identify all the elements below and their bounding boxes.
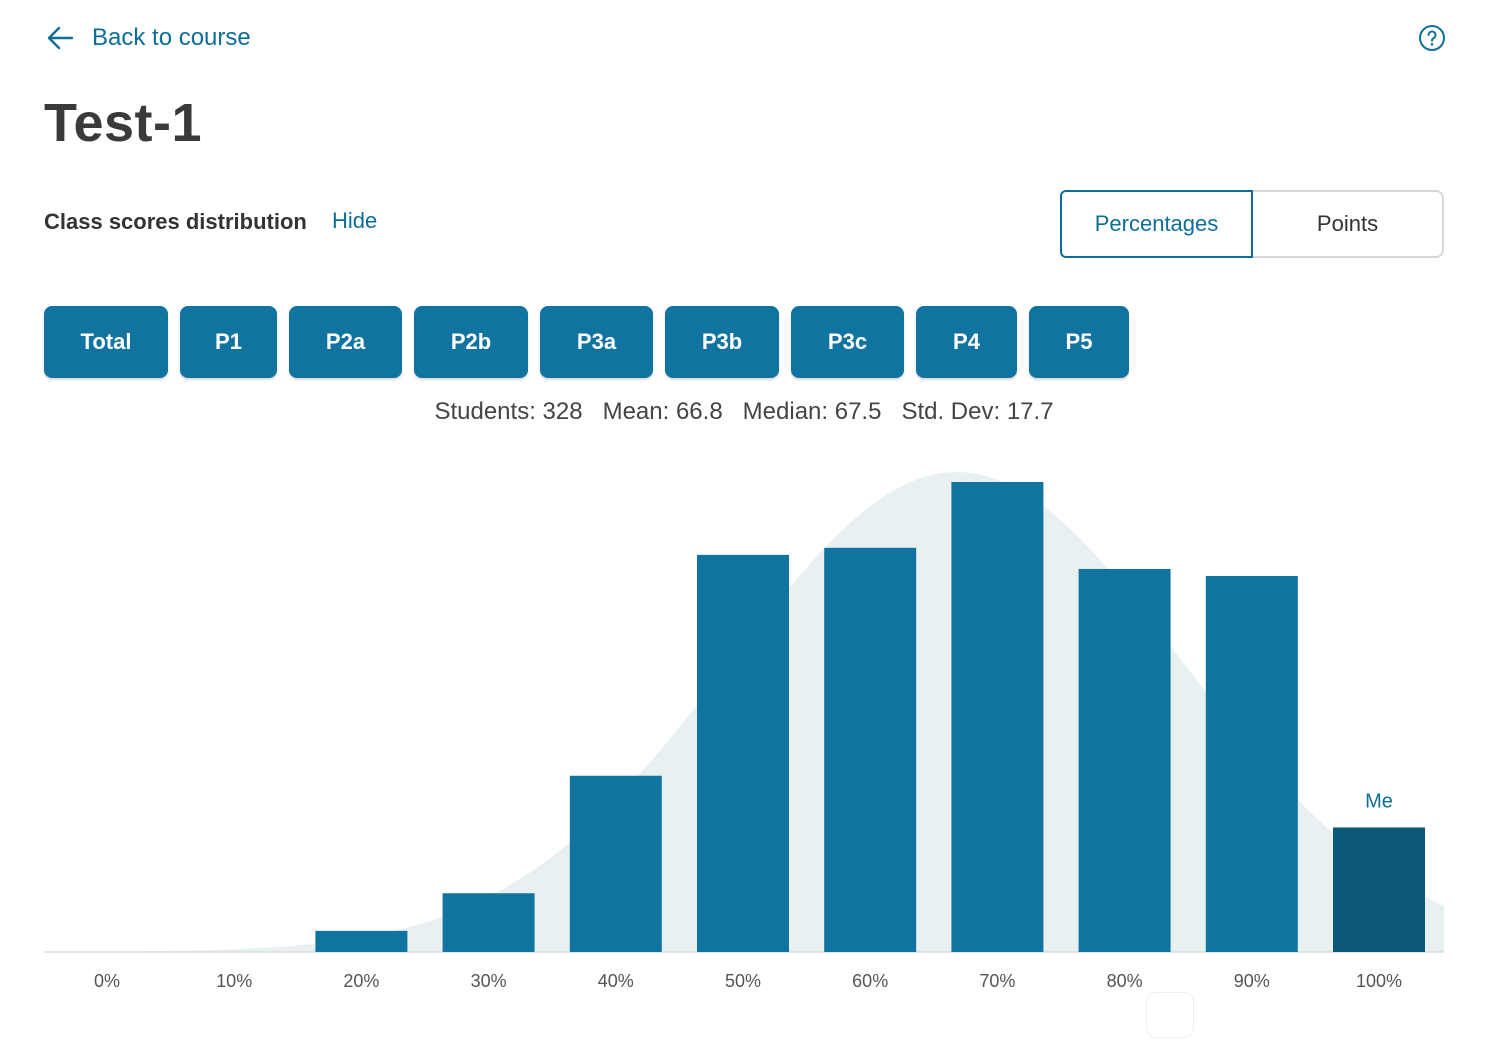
- arrow-left-icon: [47, 26, 74, 50]
- bar[interactable]: [951, 482, 1044, 952]
- bar[interactable]: [315, 930, 408, 952]
- mode-toggle: Percentages Points: [1060, 190, 1444, 258]
- hide-distribution-link[interactable]: Hide: [332, 208, 378, 233]
- stat-std-dev: Std. Dev: 17.7: [901, 398, 1054, 425]
- question-button-p2b[interactable]: P2b: [414, 306, 528, 378]
- page-title: Test-1: [44, 93, 203, 153]
- x-tick-label: 60%: [852, 971, 888, 991]
- bar-me[interactable]: [1333, 827, 1425, 952]
- help-icon[interactable]: [1418, 24, 1446, 52]
- x-tick-label: 0%: [94, 971, 120, 991]
- question-button-total[interactable]: Total: [44, 306, 168, 378]
- score-distribution-chart: 0% 10% 20% 30% 40% 50% 60% 70% 80% 90% Me 100%: [44, 472, 1444, 991]
- back-to-course-link[interactable]: Back to course: [46, 20, 251, 56]
- question-button-p3b[interactable]: P3b: [665, 306, 779, 378]
- bar[interactable]: [697, 554, 789, 952]
- x-tick-label: 100%: [1356, 971, 1402, 991]
- bar[interactable]: [569, 775, 662, 952]
- back-label: Back to course: [92, 24, 251, 51]
- stat-students: Students: 328: [434, 398, 583, 425]
- x-tick-label: 70%: [979, 971, 1015, 991]
- question-button-p3a[interactable]: P3a: [540, 306, 653, 378]
- watermark-icon: [1146, 992, 1194, 1038]
- bar[interactable]: [1205, 576, 1298, 952]
- x-tick-label: 10%: [216, 971, 252, 991]
- x-tick-label: 50%: [725, 971, 761, 991]
- me-label: Me: [1365, 790, 1393, 812]
- bar[interactable]: [1078, 568, 1171, 952]
- x-tick-label: 20%: [343, 971, 379, 991]
- score-stats: Students: 328 Mean: 66.8 Median: 67.5 Std. …: [0, 398, 1488, 426]
- question-button-p4[interactable]: P4: [916, 306, 1017, 378]
- percentages-toggle[interactable]: Percentages: [1060, 190, 1253, 258]
- bar[interactable]: [442, 893, 535, 952]
- points-toggle[interactable]: Points: [1253, 190, 1444, 258]
- stat-median: Median: 67.5: [742, 398, 882, 425]
- stat-mean: Mean: 66.8: [602, 398, 723, 425]
- distribution-label: Class scores distribution: [44, 209, 307, 234]
- x-tick-label: 40%: [598, 971, 634, 991]
- question-button-p3c[interactable]: P3c: [791, 306, 904, 378]
- bar[interactable]: [824, 547, 917, 952]
- x-tick-label: 30%: [471, 971, 507, 991]
- x-tick-label: 80%: [1107, 971, 1143, 991]
- question-button-p1[interactable]: P1: [180, 306, 277, 378]
- question-button-p2a[interactable]: P2a: [289, 306, 402, 378]
- x-tick-label: 90%: [1234, 971, 1270, 991]
- question-button-p5[interactable]: P5: [1029, 306, 1129, 378]
